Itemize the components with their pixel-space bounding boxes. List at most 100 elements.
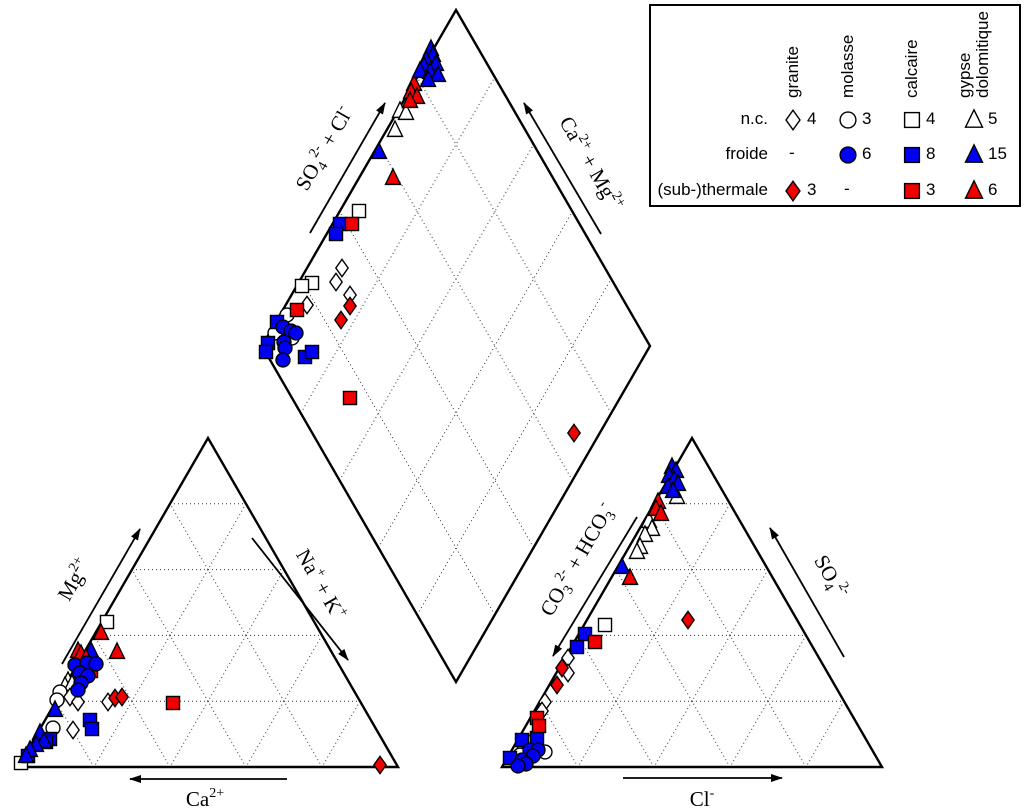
legend-none-dash: - — [844, 179, 850, 198]
data-point-granite_nc — [328, 272, 344, 292]
legend-symbol-molasse_froide-icon — [839, 146, 857, 164]
legend-count: 8 — [926, 144, 936, 163]
legend-marker-calcaire_froide — [903, 146, 921, 164]
axis-arrow-so4 — [769, 527, 845, 658]
data-point-calcaire_thermale — [587, 634, 603, 650]
axis-arrow-na-k — [251, 537, 349, 661]
legend-marker-molasse_nc — [839, 111, 857, 129]
data-point-calcaire_nc — [597, 617, 613, 633]
legend-marker-granite_nc — [785, 109, 801, 131]
data-point-gypse_froide — [46, 699, 64, 718]
data-point-gypse_nc — [386, 119, 404, 138]
data-point-calcaire_nc — [99, 614, 115, 630]
legend-symbol-gypse_froide-icon — [964, 143, 984, 163]
legend-marker-granite_thermale — [785, 180, 801, 202]
data-point-molasse_froide — [510, 758, 526, 774]
data-point-calcaire_thermale — [165, 695, 181, 711]
data-point-gypse_thermale — [652, 503, 670, 522]
legend-count: 3 — [862, 109, 872, 128]
legend-count: 4 — [807, 109, 817, 128]
data-point-granite_thermale — [680, 610, 696, 630]
data-point-granite_thermale — [549, 675, 565, 695]
data-point-granite_nc — [334, 258, 350, 278]
axis-arrow-mg — [61, 528, 141, 665]
data-point-calcaire_thermale — [531, 718, 547, 734]
legend-marker-molasse_froide — [839, 146, 857, 164]
data-point-molasse_froide — [275, 352, 291, 368]
legend-symbol-calcaire_nc-icon — [903, 111, 921, 129]
legend-column-header: granite — [783, 46, 802, 98]
data-point-gypse_froide — [613, 556, 631, 575]
data-point-gypse_froide — [411, 60, 429, 79]
legend-count: 5 — [988, 109, 998, 128]
legend-row-label: (sub-)thermale — [657, 180, 768, 199]
data-point-molasse_froide — [88, 656, 104, 672]
legend-count: 3 — [926, 180, 936, 199]
legend-symbol-granite_nc-icon — [785, 109, 801, 131]
data-point-calcaire_thermale — [289, 302, 305, 318]
axis-arrow-ca-mg — [523, 102, 602, 235]
axis-label-so4-cl: SO42- + Cl- — [290, 102, 361, 197]
data-point-granite_thermale — [342, 296, 358, 316]
data-point-granite_thermale — [333, 310, 349, 330]
axis-label-ca: Ca2+ — [186, 786, 224, 811]
data-point-granite_nc — [65, 720, 81, 740]
legend-marker-gypse_froide — [964, 143, 984, 163]
legend-marker-gypse_thermale — [964, 179, 984, 199]
axis-label-so4: SO42- — [806, 550, 854, 604]
axis-label-mg: Mg2+ — [52, 554, 96, 605]
data-point-granite_thermale — [554, 658, 570, 678]
data-point-gypse_froide — [429, 64, 447, 83]
legend-count: 15 — [988, 144, 1007, 163]
data-point-gypse_froide — [419, 69, 437, 88]
data-point-gypse_thermale — [621, 567, 639, 586]
axis-arrow-so4-cl — [309, 102, 386, 234]
legend-column-header: gypse dolomitique — [955, 11, 992, 98]
legend-count: 4 — [926, 109, 936, 128]
data-point-calcaire_thermale — [342, 390, 358, 406]
legend-symbol-gypse_nc-icon — [964, 108, 984, 128]
data-point-granite_nc — [70, 692, 86, 712]
data-point-gypse_nc — [628, 541, 646, 560]
data-point-calcaire_froide — [304, 344, 320, 360]
triangle-outline — [499, 435, 885, 769]
legend-symbol-calcaire_froide-icon — [903, 146, 921, 164]
legend-box: granite molasse calcaire gypse dolomitique n.… — [649, 4, 1021, 207]
axis-arrow-co3-hco3 — [552, 516, 638, 657]
data-point-calcaire_froide — [328, 226, 344, 242]
data-point-granite_thermale — [114, 687, 130, 707]
legend-count: 6 — [862, 144, 872, 163]
legend-column-header: calcaire — [902, 39, 921, 98]
data-point-calcaire_nc — [294, 278, 310, 294]
legend-symbol-gypse_thermale-icon — [964, 179, 984, 199]
legend-marker-gypse_nc — [964, 108, 984, 128]
data-point-granite_thermale — [566, 423, 582, 443]
data-point-calcaire_nc — [351, 203, 367, 219]
legend-marker-calcaire_thermale — [903, 182, 921, 200]
data-point-gypse_nc — [636, 524, 654, 543]
data-point-granite_thermale — [372, 755, 388, 775]
legend-row-label: froide — [725, 144, 768, 163]
data-point-gypse_thermale — [108, 641, 126, 660]
diamond-outline — [260, 7, 652, 685]
legend-symbol-molasse_nc-icon — [839, 111, 857, 129]
legend-marker-calcaire_nc — [903, 111, 921, 129]
legend-column-header: molasse — [838, 34, 857, 98]
data-point-molasse_froide — [70, 682, 86, 698]
data-point-calcaire_froide — [514, 732, 530, 748]
axis-label-cl: Cl- — [690, 786, 715, 811]
legend-none-dash: - — [789, 143, 795, 162]
data-point-calcaire_froide — [569, 639, 585, 655]
data-point-gypse_nc — [397, 102, 415, 121]
legend-symbol-granite_thermale-icon — [785, 180, 801, 202]
data-point-gypse_thermale — [92, 622, 110, 641]
data-point-gypse_froide — [17, 745, 35, 764]
data-point-gypse_thermale — [384, 167, 402, 186]
data-point-molasse_froide — [288, 325, 304, 341]
data-point-calcaire_thermale — [344, 216, 360, 232]
data-point-calcaire_froide — [84, 721, 100, 737]
axis-label-co3-hco3: CO32- + HCO3- — [534, 498, 622, 622]
data-point-calcaire_froide — [258, 344, 274, 360]
